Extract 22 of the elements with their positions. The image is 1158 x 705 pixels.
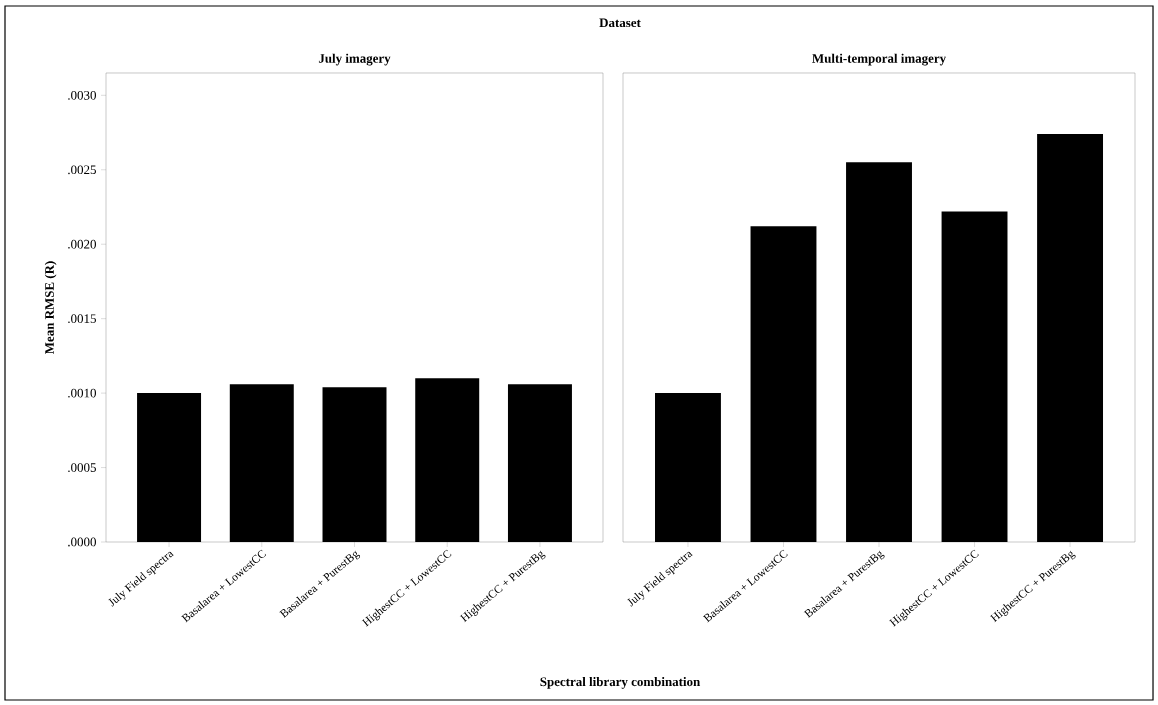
bar bbox=[229, 384, 294, 542]
y-axis-title: Mean RMSE (R) bbox=[44, 261, 57, 355]
y-tick-label: .0030 bbox=[68, 90, 96, 100]
text: Dataset bbox=[599, 18, 641, 28]
bar bbox=[846, 162, 912, 542]
bar bbox=[655, 393, 721, 542]
chart-title: Multi-temporal imagery bbox=[812, 53, 946, 66]
y-tick-label: .0025 bbox=[68, 165, 96, 175]
y-tick-label: .0000 bbox=[68, 537, 96, 547]
y-tick-label: .0005 bbox=[68, 463, 96, 472]
bar bbox=[941, 211, 1008, 542]
bar bbox=[1037, 134, 1104, 542]
y-tick-label: .0020 bbox=[68, 239, 96, 249]
bar bbox=[137, 393, 202, 542]
y-tick-label: .0015 bbox=[68, 314, 96, 324]
chart-title: July imagery bbox=[318, 53, 391, 66]
x-axis-title: Spectral library combination bbox=[540, 677, 701, 689]
bar bbox=[322, 387, 387, 542]
bar bbox=[415, 378, 480, 542]
bar bbox=[750, 226, 817, 542]
y-tick-label: .0010 bbox=[68, 388, 96, 398]
bar bbox=[507, 384, 572, 542]
